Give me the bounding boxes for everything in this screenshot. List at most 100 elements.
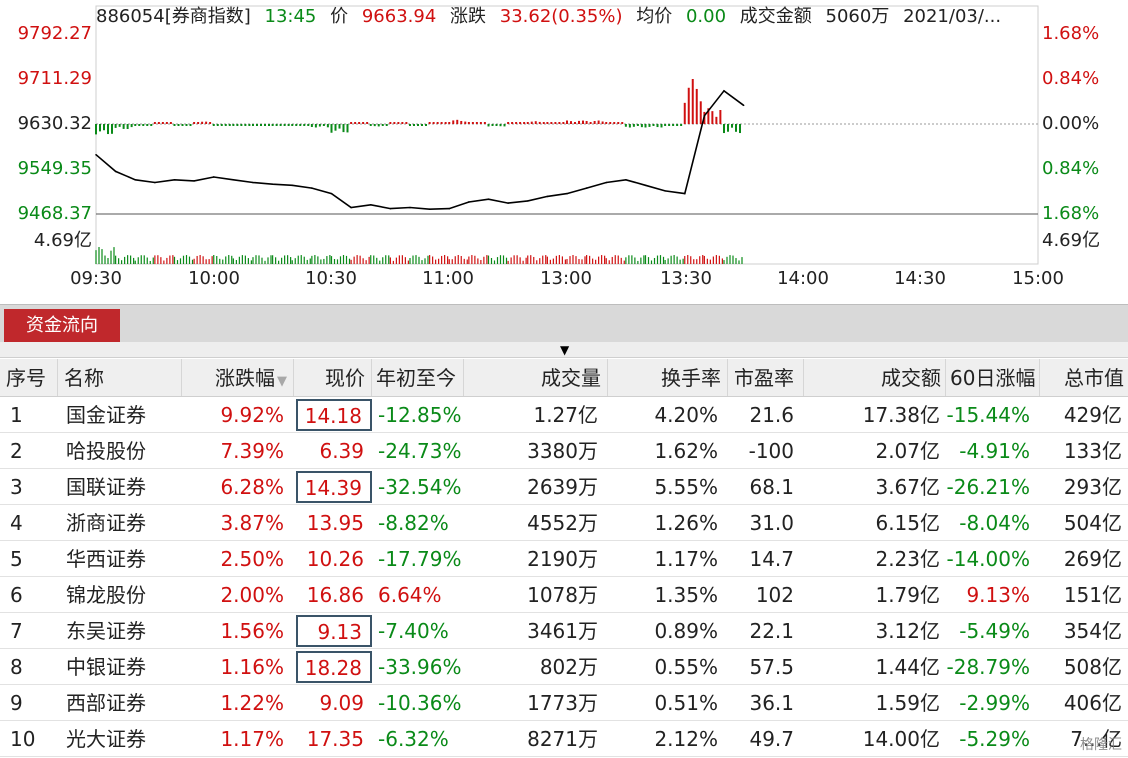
- pe-ratio: 102: [755, 583, 794, 607]
- table-row[interactable]: 9 西部证券 1.22% 9.09 -10.36% 1773万 0.51% 36.1 1.59亿…: [0, 685, 1128, 721]
- market-cap: 293亿: [1063, 475, 1122, 499]
- ytd-change: -32.54%: [378, 475, 462, 499]
- table-row[interactable]: 10 光大证券 1.17% 17.35 -6.32% 8271万 2.12% 49.7 14.0…: [0, 721, 1128, 757]
- turnover-rate: 5.55%: [654, 475, 718, 499]
- change-60d: -15.44%: [946, 403, 1030, 427]
- collapse-arrow-icon[interactable]: ▼: [560, 343, 570, 357]
- change-pct: 2.00%: [220, 583, 284, 607]
- time-value: 13:45: [264, 6, 317, 27]
- current-price: 17.35: [306, 727, 364, 751]
- turnover-amount: 17.38亿: [862, 403, 940, 427]
- stock-name: 哈投股份: [66, 439, 146, 463]
- collapse-strip: ▼: [0, 342, 1128, 358]
- volume: 3380万: [527, 439, 598, 463]
- change-60d: -26.21%: [946, 475, 1030, 499]
- price-point: [212, 176, 215, 178]
- change-60d: -8.04%: [959, 511, 1030, 535]
- col-header-ytd[interactable]: 年初至今: [372, 359, 464, 396]
- price-point: [742, 104, 745, 107]
- volume: 8271万: [527, 727, 598, 751]
- market-cap: 354亿: [1063, 619, 1122, 643]
- turnover-rate: 0.55%: [654, 655, 718, 679]
- tab-fund-flow[interactable]: 资金流向: [4, 309, 120, 343]
- turnover-amount: 1.44亿: [875, 655, 940, 679]
- row-number: 2: [10, 439, 23, 463]
- col-header-pe[interactable]: 市盈率: [728, 359, 804, 396]
- current-price: 18.28: [296, 651, 372, 683]
- x-tick-1300: 13:00: [540, 268, 592, 289]
- row-number: 1: [10, 403, 23, 427]
- market-cap: 504亿: [1063, 511, 1122, 535]
- col-header-market-cap[interactable]: 总市值: [1064, 366, 1124, 390]
- col-header-volume[interactable]: 成交量: [464, 359, 608, 396]
- price-point: [232, 178, 235, 181]
- col-header-change-pct[interactable]: 涨跌幅 ▼: [182, 359, 294, 396]
- stock-name: 锦龙股份: [66, 583, 146, 607]
- price-point: [173, 178, 176, 181]
- stock-name: 光大证券: [66, 727, 146, 751]
- stock-name: 东吴证券: [66, 619, 146, 643]
- y-right-tick-4: 0.84%: [1042, 158, 1100, 179]
- change-60d: -2.99%: [959, 691, 1030, 715]
- price-point: [546, 195, 549, 198]
- price-point: [114, 170, 117, 173]
- table-row[interactable]: 2 哈投股份 7.39% 6.39 -24.73% 3380万 1.62% -100 2.07亿…: [0, 433, 1128, 469]
- intraday-chart[interactable]: [0, 0, 1128, 300]
- change-pct: 1.17%: [220, 727, 284, 751]
- table-row[interactable]: 3 国联证券 6.28% 14.39 -32.54% 2639万 5.55% 68.1 3.67…: [0, 469, 1128, 505]
- date-value: 2021/03/...: [903, 6, 1002, 27]
- ytd-change: -10.36%: [378, 691, 462, 715]
- stock-name: 国联证券: [66, 475, 146, 499]
- turnover-rate: 2.12%: [654, 727, 718, 751]
- turnover-rate: 4.20%: [654, 403, 718, 427]
- row-number: 4: [10, 511, 23, 535]
- row-number: 7: [10, 619, 23, 643]
- intraday-chart-panel[interactable]: 886054[券商指数] 13:45 价 9663.94 涨跌 33.62(0.…: [0, 0, 1128, 300]
- table-row[interactable]: 4 浙商证券 3.87% 13.95 -8.82% 4552万 1.26% 31.0 6.15亿…: [0, 505, 1128, 541]
- table-row[interactable]: 5 华西证券 2.50% 10.26 -17.79% 2190万 1.17% 14.7 2.23…: [0, 541, 1128, 577]
- current-price: 9.09: [319, 691, 364, 715]
- price-point: [526, 200, 529, 202]
- price-point: [252, 181, 254, 184]
- price-point: [487, 198, 490, 201]
- col-header-change-pct-label: 涨跌幅: [215, 366, 275, 390]
- price-point: [271, 183, 274, 185]
- change-pct: 1.56%: [220, 619, 284, 643]
- change-60d: 9.13%: [966, 583, 1030, 607]
- price-point: [134, 178, 137, 181]
- turnover-rate: 1.35%: [654, 583, 718, 607]
- stock-name: 华西证券: [66, 547, 146, 571]
- turnover-amount: 14.00亿: [862, 727, 940, 751]
- table-row[interactable]: 6 锦龙股份 2.00% 16.86 6.64% 1078万 1.35% 102 1.79亿 9.…: [0, 577, 1128, 613]
- pe-ratio: 36.1: [749, 691, 794, 715]
- col-header-amount[interactable]: 成交额: [804, 359, 946, 396]
- current-price: 9.13: [296, 615, 372, 647]
- pe-ratio: 14.7: [749, 547, 794, 571]
- change-pct: 3.87%: [220, 511, 284, 535]
- col-header-no[interactable]: 序号: [0, 359, 58, 396]
- table-row[interactable]: 1 国金证券 9.92% 14.18 -12.85% 1.27亿 4.20% 21.6 17.3…: [0, 397, 1128, 433]
- table-row[interactable]: 8 中银证券 1.16% 18.28 -33.96% 802万 0.55% 57.5 1.44亿…: [0, 649, 1128, 685]
- price-point: [428, 208, 431, 211]
- change-60d: -5.49%: [959, 619, 1030, 643]
- turnover-amount: 1.59亿: [875, 691, 940, 715]
- current-price: 10.26: [306, 547, 364, 571]
- turnover-amount: 3.12亿: [875, 619, 940, 643]
- pe-ratio: 22.1: [749, 619, 794, 643]
- table-row[interactable]: 7 东吴证券 1.56% 9.13 -7.40% 3461万 0.89% 22.1 3.12亿 -…: [0, 613, 1128, 649]
- ytd-change: -33.96%: [378, 655, 462, 679]
- watermark: 格隆汇: [1080, 737, 1122, 753]
- col-header-turnover[interactable]: 换手率: [608, 359, 728, 396]
- col-header-price[interactable]: 现价: [294, 359, 372, 396]
- col-header-name[interactable]: 名称: [58, 359, 182, 396]
- pe-ratio: -100: [748, 439, 794, 463]
- change-pct: 2.50%: [220, 547, 284, 571]
- pe-ratio: 31.0: [749, 511, 794, 535]
- price-point: [389, 207, 392, 210]
- y-right-tick-3: 0.00%: [1042, 113, 1100, 134]
- y-left-tick-5: 9468.37: [17, 203, 92, 224]
- change-60d: -5.29%: [959, 727, 1030, 751]
- y-left-tick-2: 9711.29: [17, 68, 92, 89]
- col-header-60d[interactable]: 60日涨幅: [946, 359, 1040, 396]
- stock-name: 国金证券: [66, 403, 146, 427]
